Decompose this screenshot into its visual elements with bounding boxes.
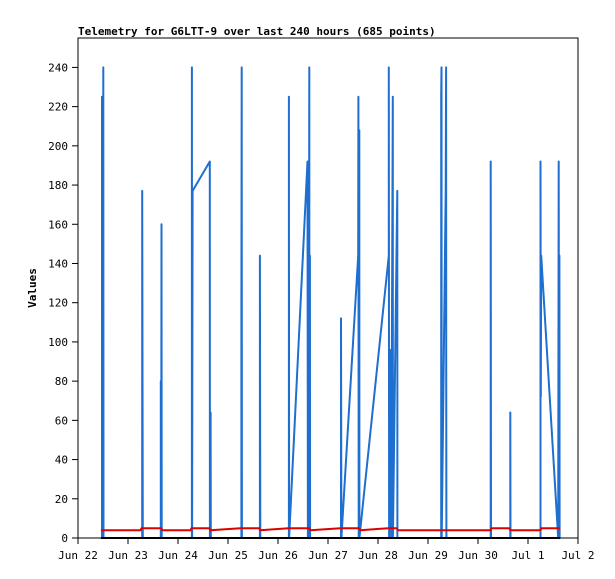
- y-tick-label: 100: [48, 336, 68, 349]
- x-tick-label: Jun 24: [158, 549, 198, 562]
- y-tick-label: 60: [55, 414, 68, 427]
- plot-area: [77, 37, 579, 539]
- y-tick-label: 0: [61, 532, 68, 545]
- x-tick-label: Jun 30: [458, 549, 498, 562]
- x-tick-label: Jun 27: [308, 549, 348, 562]
- y-tick-label: 180: [48, 179, 68, 192]
- y-axis-label: Values: [26, 268, 39, 308]
- plot-frame: [77, 37, 579, 539]
- y-tick-label: 220: [48, 101, 68, 114]
- x-tick-label: Jun 29: [408, 549, 448, 562]
- y-tick-label: 20: [55, 493, 68, 506]
- x-tick-label: Jun 23: [108, 549, 148, 562]
- y-tick-label: 80: [55, 375, 68, 388]
- series-line-0: [101, 66, 561, 539]
- y-tick-label: 120: [48, 297, 68, 310]
- x-tick-label: Jun 22: [58, 549, 98, 562]
- x-tick-label: Jul 1: [511, 549, 544, 562]
- y-tick-label: 40: [55, 454, 68, 467]
- x-axis: Jun 22 Jun 23 Jun 24 Jun 25 Jun 26 Jun 27 Jun …: [58, 538, 595, 562]
- y-tick-label: 160: [48, 218, 68, 231]
- x-tick-label: Jun 25: [208, 549, 248, 562]
- y-tick-label: 200: [48, 140, 68, 153]
- y-axis: 0 20 40 60 80 100 120 140 160 180 200 220 240: [48, 61, 78, 545]
- x-tick-label: Jun 28: [358, 549, 398, 562]
- y-tick-label: 140: [48, 257, 68, 270]
- x-tick-label: Jul 2: [561, 549, 594, 562]
- series-line-1: [100, 527, 561, 532]
- x-tick-label: Jun 26: [258, 549, 298, 562]
- chart-title: Telemetry for G6LTT-9 over last 240 hour…: [78, 25, 436, 38]
- y-tick-label: 240: [48, 61, 68, 74]
